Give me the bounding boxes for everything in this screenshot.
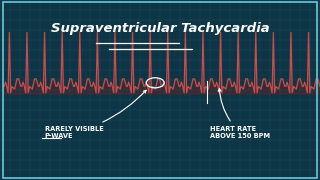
Text: RARELY VISIBLE
P-WAVE: RARELY VISIBLE P-WAVE: [45, 90, 146, 139]
Text: HEART RATE
ABOVE 150 BPM: HEART RATE ABOVE 150 BPM: [210, 89, 270, 139]
Text: Supraventricular Tachycardia: Supraventricular Tachycardia: [51, 22, 269, 35]
